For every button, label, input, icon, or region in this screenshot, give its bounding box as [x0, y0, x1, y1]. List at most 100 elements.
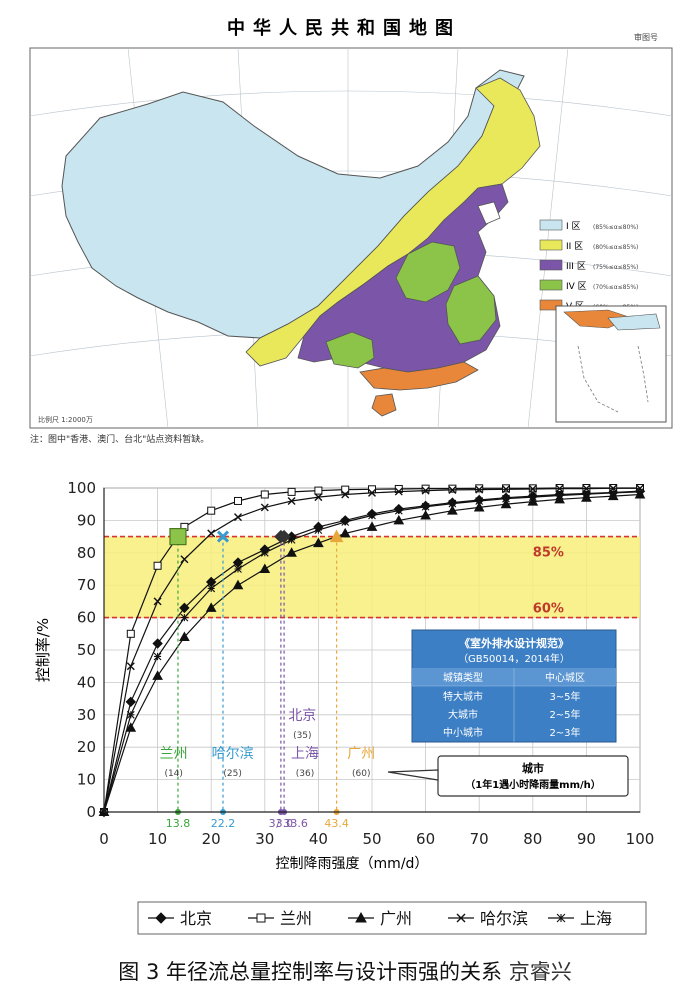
chart-legend: 北京 兰州 广州 哈尔滨 上海	[137, 901, 647, 935]
city-rain-label-1: (25)	[223, 769, 241, 779]
city-label-1: 哈尔滨	[212, 746, 254, 762]
x-tick-label: 50	[362, 830, 381, 848]
callout-line2: （1年1遇小时降雨量mm/h）	[465, 778, 601, 791]
table-cell-row3-type: 中小城市	[443, 726, 483, 739]
series-3-point	[314, 493, 323, 502]
series-4-point	[126, 710, 135, 719]
series-2-point	[473, 501, 485, 512]
legend-desc-zone-2: (80%≤α≤85%)	[593, 244, 638, 251]
map-title: 中华人民共和国地图	[227, 17, 461, 39]
series-3-point	[341, 490, 350, 499]
series-1-point	[207, 506, 216, 515]
city-marker-1	[216, 530, 230, 543]
series-4-point	[234, 565, 242, 573]
series-4-point	[475, 497, 484, 505]
legend-marker-4	[556, 913, 566, 923]
legend-label-zone-4: IV 区	[566, 281, 587, 292]
series-3-point	[636, 484, 644, 493]
control-rate-chart: 85% 60% 兰州 (14) 13.8 哈尔滨 (25) 22.2 北京 (35) 33.0 上…	[8, 470, 680, 950]
series-4-point	[153, 652, 162, 661]
figure-caption: 图 3 年径流总量控制率与设计雨强的关系 京睿兴	[0, 956, 690, 986]
city-label-3: 上海	[291, 746, 319, 762]
series-3-point	[448, 485, 457, 494]
table-title: 《室外排水设计规范》	[459, 636, 569, 650]
city-marker-3	[277, 529, 291, 544]
x-tick-label: 70	[470, 830, 489, 848]
x-tick-label: 0	[99, 830, 109, 848]
x-tick-label: 80	[523, 830, 542, 848]
series-3-point	[368, 488, 376, 497]
table-cell-row3-value: 2~3年	[549, 726, 580, 739]
y-tick-label: 80	[77, 544, 96, 562]
series-4-point	[609, 488, 618, 497]
y-tick-label: 10	[77, 771, 96, 789]
series-4-point	[314, 526, 323, 535]
x-tick-label: 20	[202, 830, 221, 848]
legend-label-4: 上海	[580, 909, 612, 928]
legend-swatch-zone-1	[539, 219, 563, 231]
legend-label-2: 广州	[380, 909, 412, 928]
series-4-point	[421, 502, 430, 511]
series-3-point	[394, 487, 403, 496]
chart-axes: 0 10 20 30 40 50 60 70 80 90 100 0 10 20 30 40 50 60 70 80 9…	[67, 479, 654, 848]
legend-swatch-zone-4	[539, 279, 563, 291]
city-callout: 城市 （1年1遇小时降雨量mm/h）	[387, 755, 629, 797]
series-3-point	[234, 513, 242, 522]
map-corner-text: 审图号	[634, 32, 658, 42]
series-layer	[98, 484, 646, 818]
legend-swatch-zone-2	[539, 239, 563, 251]
series-3-point	[475, 485, 484, 494]
legend-swatch-zone-3	[539, 259, 563, 271]
series-3-point	[260, 503, 269, 512]
series-1-point	[341, 485, 350, 494]
series-4-point	[555, 491, 564, 500]
city-marker-0	[169, 527, 187, 546]
map-scale-text: 比例尺 1:2000万	[38, 415, 93, 424]
city-label-0: 兰州	[160, 746, 188, 762]
legend-label-zone-3: III 区	[566, 261, 586, 272]
caption-watermark: 京睿兴	[508, 960, 572, 984]
series-4-point	[260, 548, 269, 557]
series-4-point	[207, 584, 216, 593]
x-tick-label: 100	[626, 830, 655, 848]
series-4-point	[502, 494, 510, 503]
series-0-point	[179, 602, 190, 614]
series-3-point	[126, 662, 135, 671]
legend-label-zone-1: I 区	[566, 221, 581, 232]
legend-marker-1	[256, 913, 266, 923]
series-4-point	[636, 487, 644, 496]
legend-label-0: 北京	[180, 909, 212, 928]
series-4-point	[368, 511, 376, 520]
series-2-point	[500, 498, 512, 509]
series-4-point	[180, 613, 189, 622]
y-tick-label: 0	[86, 803, 96, 821]
series-1-point	[475, 484, 484, 493]
series-2-point	[125, 722, 137, 732]
city-label-2: 北京	[288, 708, 316, 724]
x-tick-label: 90	[577, 830, 596, 848]
series-3-point	[180, 555, 189, 564]
x-tick-label: 40	[309, 830, 328, 848]
design-standard-table: 《室外排水设计规范》 （GB50014，2014年） 城镇类型 中心城区 特大城…	[411, 629, 617, 743]
table-cell-row1-type: 特大城市	[443, 690, 483, 703]
y-tick-label: 50	[77, 641, 96, 659]
south-china-sea-inset	[555, 305, 667, 423]
y-tick-label: 90	[77, 511, 96, 529]
series-1-point	[314, 486, 323, 495]
x-tick-label: 30	[255, 830, 274, 848]
city-rain-label-4: (60)	[352, 769, 370, 779]
series-1-point	[287, 487, 296, 496]
legend-label-3: 哈尔滨	[480, 909, 528, 928]
legend-label-zone-2: II 区	[566, 241, 583, 252]
series-2-point	[179, 631, 190, 642]
series-1-point	[368, 485, 376, 494]
city-rain-label-2: (35)	[293, 731, 311, 741]
series-3-point	[555, 484, 564, 493]
legend-marker-0	[155, 912, 167, 924]
table-cell-row2-type: 大城市	[448, 708, 478, 721]
city-rain-label-0: (14)	[164, 769, 182, 779]
x-axis-label: 控制降雨强度（mm/d）	[276, 856, 429, 872]
city-marker-4	[329, 529, 344, 543]
table-cell-row1-value: 3~5年	[549, 690, 580, 703]
series-2-point	[259, 563, 271, 573]
